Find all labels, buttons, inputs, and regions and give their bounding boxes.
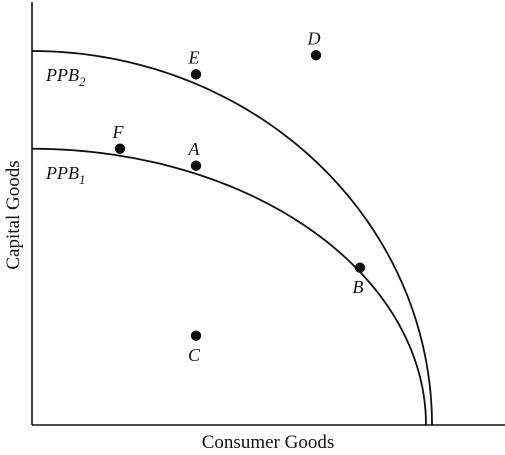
- point-c: [190, 330, 202, 341]
- curve-label-ppb1: PPB1: [45, 163, 86, 187]
- point-label-a: A: [188, 139, 201, 159]
- point-label-f: F: [112, 122, 125, 142]
- curve-label-main: PPB: [45, 65, 79, 85]
- point-b: [354, 262, 366, 273]
- point-a: [190, 160, 202, 171]
- point-e: [190, 69, 202, 80]
- point-label-e: E: [188, 47, 200, 67]
- axes: [31, 2, 505, 426]
- curve-ppb1: [31, 147, 427, 426]
- curve-label-sub: 1: [79, 172, 86, 187]
- curve-ppb2: [31, 50, 433, 426]
- curve-label-main: PPB: [45, 163, 79, 183]
- point-f: [114, 143, 126, 154]
- x-axis-title: Consumer Goods: [202, 432, 334, 453]
- point-label-b: B: [353, 277, 364, 297]
- points: E D F A B C: [112, 28, 366, 365]
- point-label-c: C: [188, 345, 201, 365]
- curve-label-sub: 2: [79, 74, 86, 89]
- point-label-d: D: [307, 28, 321, 48]
- point-d: [310, 50, 322, 61]
- curve-label-ppb2: PPB2: [45, 65, 86, 89]
- ppb-curves: [31, 50, 433, 426]
- y-axis-title: Capital Goods: [3, 160, 24, 269]
